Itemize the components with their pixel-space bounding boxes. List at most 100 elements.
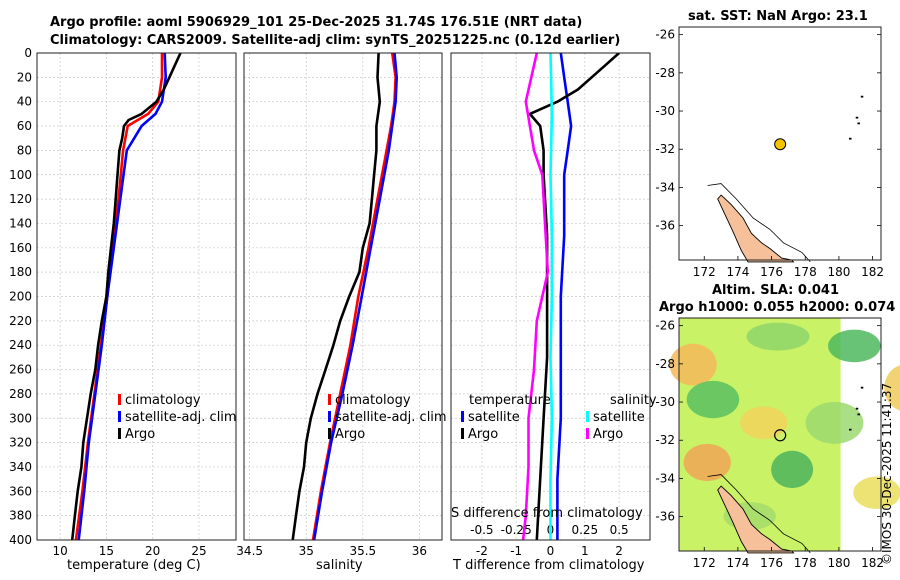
sla-frame	[678, 317, 882, 552]
depth-tick-label: 240	[9, 338, 32, 352]
sst-island	[860, 95, 864, 98]
legend-label: climatology	[335, 393, 411, 408]
panel-temperature: 0 20 40 60 80 100 120 140 160 180 200 220 240 260 280 3…	[9, 46, 237, 558]
legend-item: satellite	[461, 409, 551, 426]
lat-tick-label: -28	[655, 357, 675, 371]
sla-anomaly-patch	[853, 476, 900, 510]
depth-tick-label: 80	[17, 143, 32, 157]
panel-frame	[243, 52, 443, 541]
legend-swatch-climatology	[328, 394, 331, 405]
depth-tick-label: 100	[9, 168, 32, 182]
depth-tick-label: 380	[9, 509, 32, 523]
sst-island	[857, 122, 860, 125]
sla-map-title-line1: Altim. SLA: 0.041	[712, 283, 839, 298]
series-line-salinity-argo	[521, 53, 550, 540]
legend-item: Argo	[586, 426, 657, 443]
legend-label: Argo	[468, 427, 499, 442]
lat-tick-label: -34	[655, 180, 675, 194]
panel-difference: -2 -1 0 1 2-0.5 -0.25 0 0.25 0.5	[450, 52, 651, 558]
series-line-salinity-satellite	[549, 53, 554, 540]
t-difference-xlabel: T difference from climatology	[453, 558, 645, 573]
lon-tick-label: 180	[827, 265, 850, 279]
depth-tick-label: 200	[9, 290, 32, 304]
argo-float-marker	[774, 138, 787, 151]
depth-tick-label: 140	[9, 216, 32, 230]
lat-tick-label: -36	[655, 219, 675, 233]
legend-swatch-satellite	[118, 411, 121, 422]
legend-item: Argo	[118, 426, 237, 443]
x-tick-label: 10	[52, 544, 67, 558]
profile-legend-temperature: climatology satellite-adj. clim Argo	[118, 392, 237, 443]
sla-anomaly-patch	[884, 365, 900, 411]
legend-item: satellite-adj. clim	[118, 409, 237, 426]
legend-label: climatology	[125, 393, 201, 408]
legend-label: Argo	[335, 427, 366, 442]
s-tick-label: -0.5	[470, 523, 493, 537]
legend-swatch-satellite	[328, 411, 331, 422]
s-tick-label: 0.5	[610, 523, 629, 537]
salinity-xlabel: salinity	[316, 558, 363, 573]
legend-item: Argo	[328, 426, 447, 443]
legend-item: climatology	[118, 392, 237, 409]
lat-tick-label: -32	[655, 433, 675, 447]
depth-tick-label: 0	[24, 46, 32, 60]
lon-tick-label: 178	[794, 265, 817, 279]
sla-anomaly-patch	[828, 329, 881, 363]
lon-tick-label: 174	[726, 556, 749, 570]
depth-tick-label: 180	[9, 265, 32, 279]
lat-tick-label: -30	[655, 104, 675, 118]
lon-tick-label: 176	[760, 556, 783, 570]
series-group	[521, 53, 620, 540]
series-group	[291, 53, 399, 540]
sla-map: -26 -28 -30 -32 -34 -36 172 174 176 178 180 182	[655, 317, 900, 570]
lat-tick-label: -36	[655, 510, 675, 524]
difference-legend-temperature: temperature satellite Argo	[461, 392, 551, 443]
lat-tick-label: -26	[655, 28, 675, 42]
sla-anomaly-patch	[805, 401, 864, 444]
depth-tick-label: 360	[9, 484, 32, 498]
argo-float-marker	[774, 429, 787, 442]
sst-frame	[678, 26, 882, 261]
x-tick-label: 20	[145, 544, 160, 558]
s-tick-label: -0.25	[501, 523, 532, 537]
lon-tick-label: 176	[760, 265, 783, 279]
depth-tick-label: 220	[9, 314, 32, 328]
lat-tick-label: -26	[655, 319, 675, 333]
depth-tick-label: 260	[9, 363, 32, 377]
series-line-satellite-adj-clim	[312, 53, 399, 540]
x-tick-label: -1	[510, 544, 522, 558]
sla-island	[857, 413, 860, 416]
lon-tick-label: 172	[693, 265, 716, 279]
difference-legend-salinity: salinity satellite Argo	[586, 392, 657, 443]
legend-swatch-climatology	[118, 394, 121, 405]
legend-item: Argo	[461, 426, 551, 443]
legend-label: Argo	[125, 427, 156, 442]
panel-salinity: 34.5 35 35.5 36	[236, 52, 443, 558]
x-tick-label: 25	[191, 544, 206, 558]
series-line-argo	[70, 53, 182, 540]
x-tick-label: 35.5	[349, 544, 376, 558]
depth-tick-label: 120	[9, 192, 32, 206]
series-line-satellite-adj-clim	[77, 53, 167, 540]
sla-island	[860, 386, 864, 389]
legend-swatch-argo	[118, 428, 121, 439]
depth-tick-label: 160	[9, 241, 32, 255]
depth-tick-label: 400	[9, 533, 32, 547]
depth-tick-label: 340	[9, 460, 32, 474]
lat-tick-label: -28	[655, 66, 675, 80]
sla-map-title-line2: Argo h1000: 0.055 h2000: 0.074	[659, 300, 896, 315]
s-difference-xlabel: S difference from climatology	[451, 506, 643, 521]
series-line-temperature-satellite	[556, 53, 573, 540]
legend-header-temperature: temperature	[469, 393, 551, 408]
sla-island	[855, 407, 859, 410]
x-tick-label: 15	[99, 544, 114, 558]
sst-map-title: sat. SST: NaN Argo: 23.1	[688, 9, 868, 24]
lat-tick-label: -34	[655, 471, 675, 485]
temperature-xlabel: temperature (deg C)	[67, 558, 201, 573]
series-group	[70, 53, 182, 540]
panel-frame	[36, 52, 237, 541]
x-tick-label: -2	[476, 544, 488, 558]
lon-tick-label: 178	[794, 556, 817, 570]
x-tick-label: 0	[547, 544, 555, 558]
